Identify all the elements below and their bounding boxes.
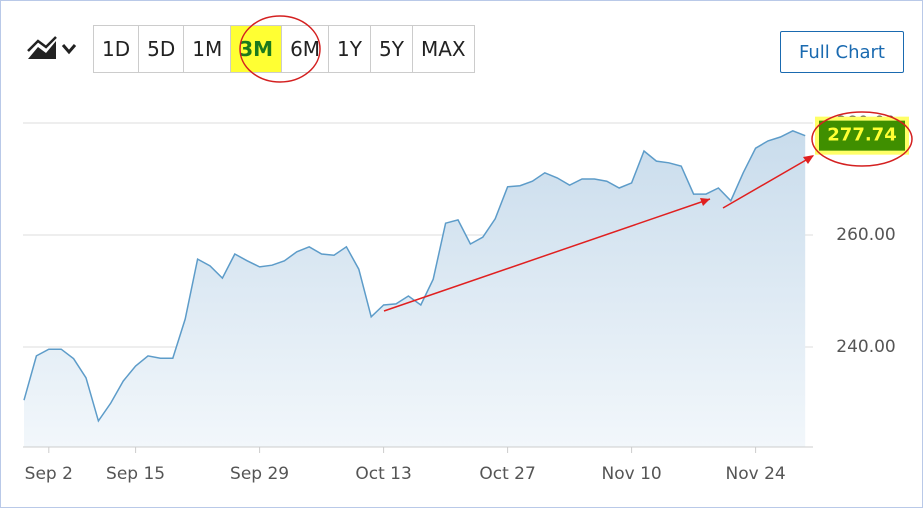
chart-type-icon[interactable] [27,36,77,59]
x-tick-label: Nov 10 [601,464,661,484]
x-tick-label: Sep 29 [230,464,289,484]
range-selector: 1D 5D 1M 3M 6M 1Y 5Y MAX [93,25,475,73]
x-tick-label: Nov 24 [725,464,785,484]
range-button[interactable]: 1M [184,26,232,72]
area [24,130,806,448]
last-price-label: 277.74 [827,125,896,146]
range-button[interactable]: 5D [139,26,185,72]
range-button[interactable]: 6M [282,26,330,72]
x-tick-label: Oct 13 [355,464,411,484]
range-button[interactable]: 3M [231,26,283,72]
x-tick-label: Sep 15 [106,464,165,484]
range-button[interactable]: 5Y [371,26,413,72]
range-button[interactable]: 1Y [329,26,371,72]
y-tick-label: 260.00 [836,225,895,245]
range-button[interactable]: 1D [94,26,140,72]
x-tick-label: Oct 27 [479,464,535,484]
y-tick-label: 240.00 [836,337,895,357]
range-button[interactable]: MAX [420,37,466,61]
x-tick-label: Sep 2 [25,464,73,484]
full-chart-button[interactable]: Full Chart [780,31,904,73]
